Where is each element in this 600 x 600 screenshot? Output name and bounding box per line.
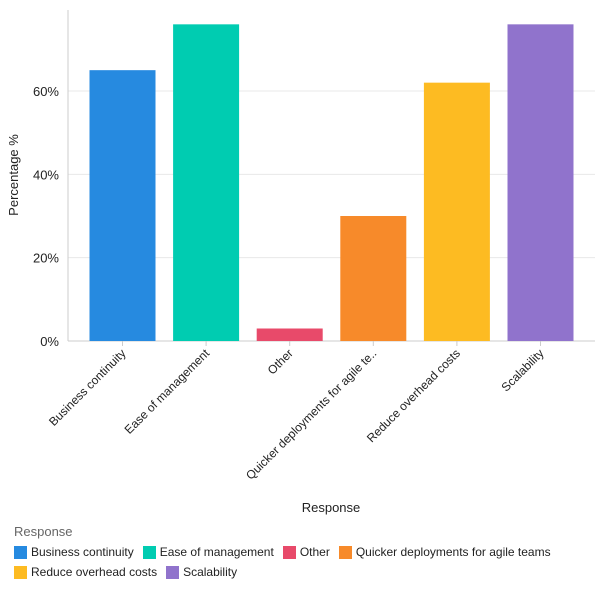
legend-item[interactable]: Business continuity <box>14 545 134 559</box>
x-tick-label: Other <box>265 346 296 377</box>
x-tick-label: Quicker deployments for agile te.. <box>243 346 379 482</box>
legend-label: Reduce overhead costs <box>31 565 158 579</box>
legend-label: Quicker deployments for agile teams <box>355 545 551 559</box>
bar[interactable] <box>340 216 407 341</box>
legend-swatch <box>14 545 27 559</box>
bar[interactable] <box>507 24 574 341</box>
legend: Response Business continuity Ease of mana… <box>14 524 594 579</box>
legend-item[interactable]: Reduce overhead costs <box>14 565 157 579</box>
bar[interactable] <box>256 328 323 342</box>
legend-title: Response <box>14 524 73 539</box>
bar[interactable] <box>423 82 490 342</box>
x-tick-label: Business continuity <box>46 346 129 429</box>
bar[interactable] <box>89 70 156 342</box>
legend-item[interactable]: Scalability <box>166 565 237 579</box>
legend-swatch <box>166 565 180 579</box>
y-tick-label: 20% <box>33 251 59 266</box>
bar[interactable] <box>173 24 240 341</box>
legend-swatch <box>338 545 352 559</box>
legend-swatch <box>282 545 296 559</box>
legend-label: Other <box>299 545 330 559</box>
y-axis-label: Percentage % <box>6 134 21 216</box>
x-tick-label: Ease of management <box>122 346 213 437</box>
legend-item[interactable]: Quicker deployments for agile teams <box>338 545 551 559</box>
x-axis-label: Response <box>302 500 361 515</box>
legend-swatch <box>14 565 27 579</box>
x-tick-label: Reduce overhead costs <box>364 346 463 445</box>
legend-item[interactable]: Ease of management <box>142 545 274 559</box>
y-tick-label: 60% <box>33 84 59 99</box>
y-tick-label: 0% <box>40 334 59 349</box>
legend-label: Ease of management <box>159 545 274 559</box>
legend-swatch <box>142 545 156 559</box>
legend-label: Business continuity <box>31 545 134 559</box>
y-tick-label: 40% <box>33 167 59 182</box>
legend-item[interactable]: Other <box>282 545 330 559</box>
legend-label: Scalability <box>183 565 238 579</box>
x-tick-label: Scalability <box>499 346 547 394</box>
